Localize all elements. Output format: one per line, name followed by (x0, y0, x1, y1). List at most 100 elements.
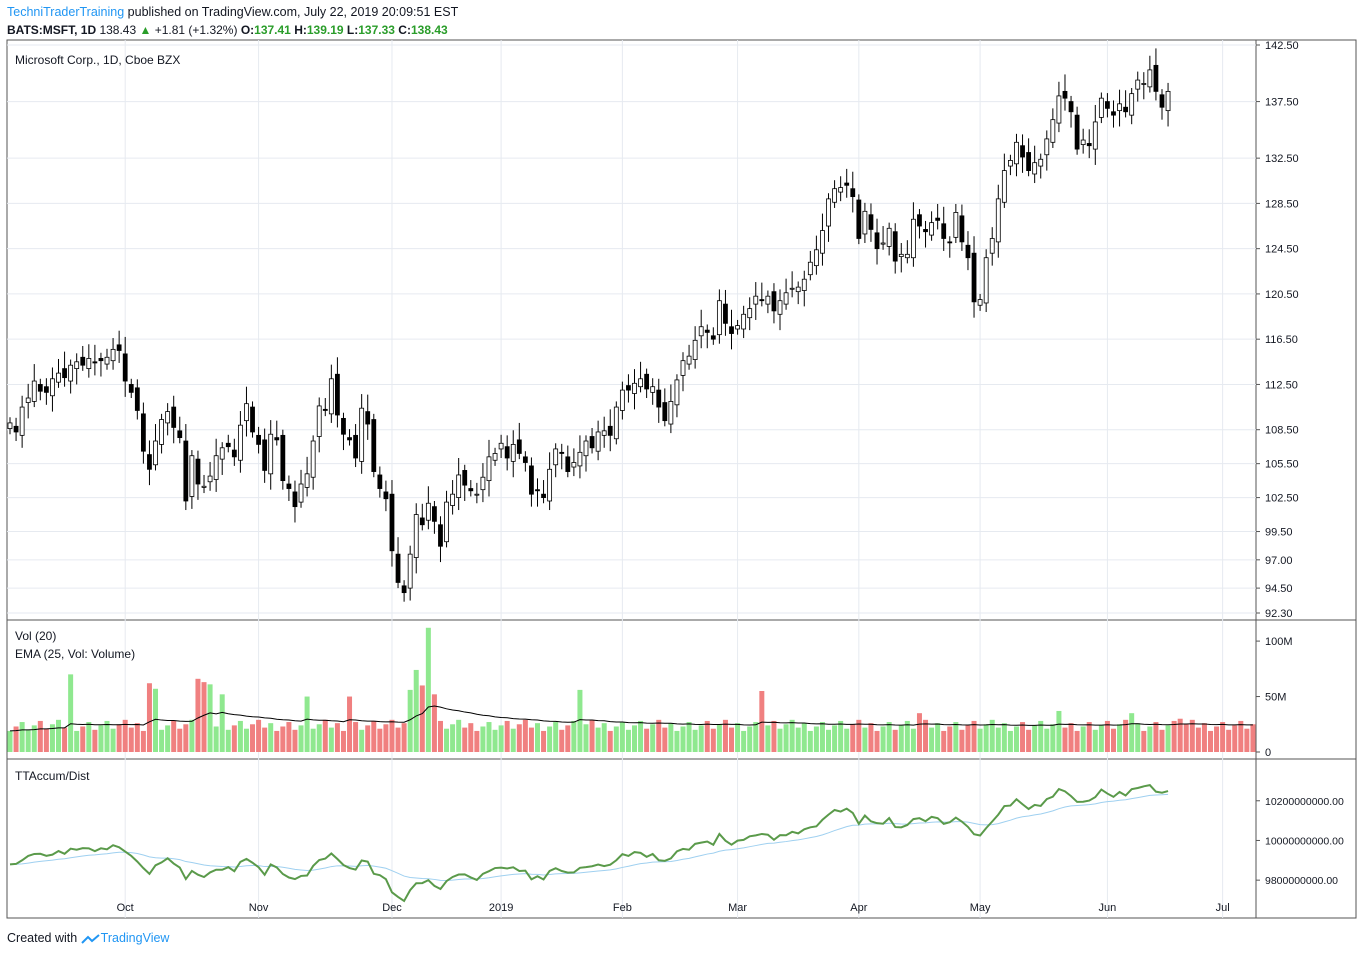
candle-up (1080, 139, 1086, 145)
volume-bar-down (559, 729, 565, 752)
accum-tick-label: 10200000000.00 (1265, 796, 1344, 808)
y-tick-label: 99.50 (1265, 527, 1293, 539)
accum-line (9, 784, 1169, 903)
candle-up (165, 411, 171, 424)
volume-bar-down (37, 720, 43, 752)
candle-down (868, 214, 874, 230)
volume-bar-down (607, 730, 613, 752)
volume-bar-down (262, 727, 268, 752)
candle-up (929, 222, 934, 236)
candle-up (268, 433, 274, 475)
volume-bar-down (365, 725, 371, 752)
volume-bar-up (904, 720, 910, 752)
last-price: 138.43 (99, 23, 137, 37)
volume-bar-down (353, 722, 359, 752)
accum-ma-line (9, 793, 1169, 881)
change-arrow-icon: ▲ (139, 23, 152, 37)
candle-down (225, 442, 231, 448)
x-tick-label: Apr (850, 902, 867, 914)
candle-down (565, 456, 571, 472)
candle-down (371, 419, 377, 472)
candle-up (50, 378, 55, 397)
volume-bar-down (1238, 720, 1244, 752)
volume-bar-down (1177, 718, 1183, 752)
volume-bar-up (813, 726, 819, 752)
candle-up (650, 386, 656, 393)
volume-bar-down (134, 723, 140, 752)
open-value: 137.41 (254, 23, 291, 37)
x-tick-label: May (970, 902, 991, 914)
candle-up (735, 325, 740, 330)
low-value: 137.33 (358, 23, 395, 37)
author-link[interactable]: TechniTraderTraining (7, 5, 125, 19)
candle-up (613, 406, 619, 440)
candle-up (953, 212, 959, 238)
candle-up (444, 501, 449, 543)
volume-bar-up (492, 729, 498, 752)
candle-down (13, 425, 19, 433)
candle-up (159, 419, 164, 445)
volume-title: Vol (20) (15, 629, 56, 643)
volume-bar-down (377, 728, 383, 752)
volume-bar-down (347, 696, 353, 752)
volume-bar-up (189, 719, 195, 752)
candle-up (413, 514, 419, 558)
candle-down (1062, 90, 1068, 99)
candle-up (680, 360, 686, 376)
volume-bar-down (1214, 726, 1220, 752)
candle-down (250, 406, 255, 433)
volume-bar-up (983, 724, 989, 752)
candle-up (904, 253, 910, 259)
volume-bar-up (765, 725, 771, 752)
candle-down (504, 446, 510, 459)
volume-bar-up (819, 722, 825, 752)
volume-bar-up (1080, 726, 1086, 752)
volume-bar-up (753, 722, 759, 752)
volume-bar-up (1056, 710, 1062, 752)
volume-bar-up (49, 724, 55, 752)
volume-bar-down (389, 719, 395, 752)
volume-bar-down (43, 728, 49, 752)
vol-tick-label: 100M (1265, 636, 1293, 648)
volume-bar-up (1117, 724, 1123, 752)
volume-bar-down (1232, 725, 1238, 752)
tradingview-link[interactable]: TradingView (100, 931, 170, 945)
accum-title: TTAccum/Dist (15, 769, 90, 783)
candle-up (110, 348, 116, 362)
volume-bar-up (153, 688, 159, 752)
symbol-quote: BATS:MSFT, 1D 138.43 ▲ +1.81 (+1.32%) O:… (7, 23, 448, 37)
volume-bar-up (237, 720, 243, 752)
y-tick-label: 142.50 (1265, 40, 1299, 52)
candle-down (935, 217, 941, 221)
candle-up (553, 448, 559, 466)
candle-up (826, 198, 831, 227)
volume-bar-down (80, 726, 86, 752)
close-label: C: (398, 23, 411, 37)
candle-up (989, 238, 995, 254)
volume-bar-down (1195, 727, 1201, 752)
volume-bar-down (474, 730, 480, 752)
candle-up (638, 378, 643, 388)
candle-up (153, 440, 158, 466)
volume-bar-up (31, 725, 37, 752)
volume-bar-down (292, 729, 298, 752)
volume-bar-up (165, 725, 171, 752)
candle-up (480, 476, 486, 491)
candle-up (807, 261, 813, 276)
x-tick-label: Oct (117, 902, 134, 914)
candle-up (601, 430, 607, 436)
vol-tick-label: 50M (1265, 692, 1286, 704)
volume-bar-up (225, 729, 231, 752)
volume-bar-up (625, 729, 631, 752)
candle-down (389, 493, 395, 552)
candle-up (583, 440, 589, 457)
volume-bar-up (977, 728, 983, 752)
volume-bar-down (528, 727, 534, 752)
volume-bar-up (56, 719, 62, 752)
volume-bar-up (862, 727, 868, 752)
volume-bar-down (1159, 729, 1165, 752)
volume-bar-down (1123, 719, 1129, 752)
candle-up (450, 493, 456, 506)
x-tick-label: Jun (1099, 902, 1117, 914)
